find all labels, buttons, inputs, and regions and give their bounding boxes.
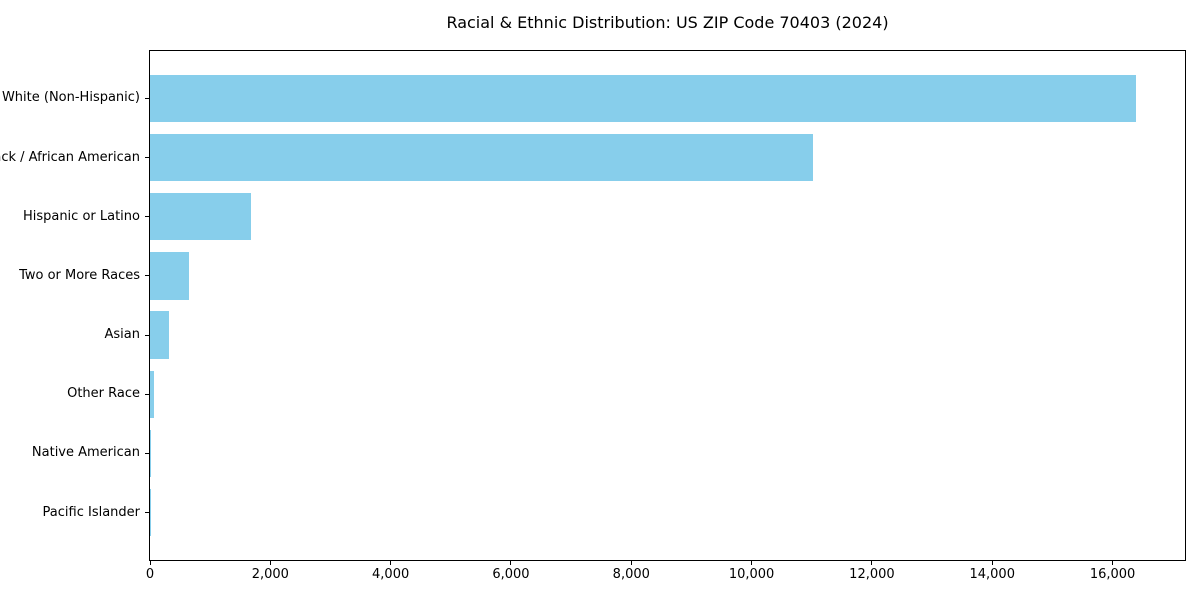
x-tick-mark — [269, 561, 271, 565]
y-axis-label: Two or More Races — [19, 267, 140, 283]
y-axis-labels: White (Non-Hispanic) Black / African Amer… — [0, 51, 140, 560]
bar-6 — [150, 370, 154, 418]
x-tick-mark — [871, 561, 873, 565]
x-axis-labels: 0 2,000 4,000 6,000 8,000 10,000 12,000 14,000 1… — [146, 567, 1185, 585]
x-axis-label: 0 — [145, 567, 155, 582]
x-tick-mark — [1112, 561, 1114, 565]
y-tick-mark — [145, 512, 149, 514]
x-axis-label: 16,000 — [1089, 567, 1136, 582]
y-tick-mark — [145, 97, 149, 99]
y-tick-mark — [145, 393, 149, 395]
x-axis-label: 8,000 — [612, 567, 650, 582]
y-tick-mark — [145, 452, 149, 454]
y-tick-mark — [145, 334, 149, 336]
x-tick-mark — [630, 561, 632, 565]
bar-3 — [150, 193, 251, 241]
y-tick-mark — [145, 157, 149, 159]
x-tick-mark — [751, 561, 753, 565]
plot-area — [145, 50, 1186, 565]
x-tick-mark — [149, 561, 151, 565]
chart-title: Racial & Ethnic Distribution: US ZIP Cod… — [446, 13, 889, 32]
x-axis-label: 6,000 — [492, 567, 530, 582]
y-axis-label: Native American — [31, 445, 140, 461]
y-axis-label: Asian — [104, 327, 140, 343]
x-axis-label: 14,000 — [969, 567, 1015, 582]
bar-5 — [150, 311, 169, 359]
x-tick-mark — [390, 561, 392, 565]
y-axis-label: Black / African American — [0, 149, 140, 165]
x-tick-mark — [991, 561, 993, 565]
x-axis-label: 4,000 — [372, 567, 410, 582]
bar-2 — [150, 133, 813, 182]
x-axis-label: 10,000 — [728, 567, 775, 582]
bar-1 — [150, 74, 1136, 123]
y-axis-label: White (Non-Hispanic) — [1, 90, 140, 106]
x-axis-label: 12,000 — [849, 567, 895, 582]
y-tick-mark — [145, 216, 149, 218]
y-tick-mark — [145, 275, 149, 277]
y-axis-label: Hispanic or Latino — [22, 208, 140, 224]
x-axis-label: 2,000 — [251, 567, 289, 582]
x-tick-mark — [510, 561, 512, 565]
bar-7 — [150, 429, 152, 478]
y-axis-label: Pacific Islander — [42, 504, 140, 520]
bar-4 — [150, 252, 190, 300]
y-axis-label: Other Race — [67, 386, 140, 402]
